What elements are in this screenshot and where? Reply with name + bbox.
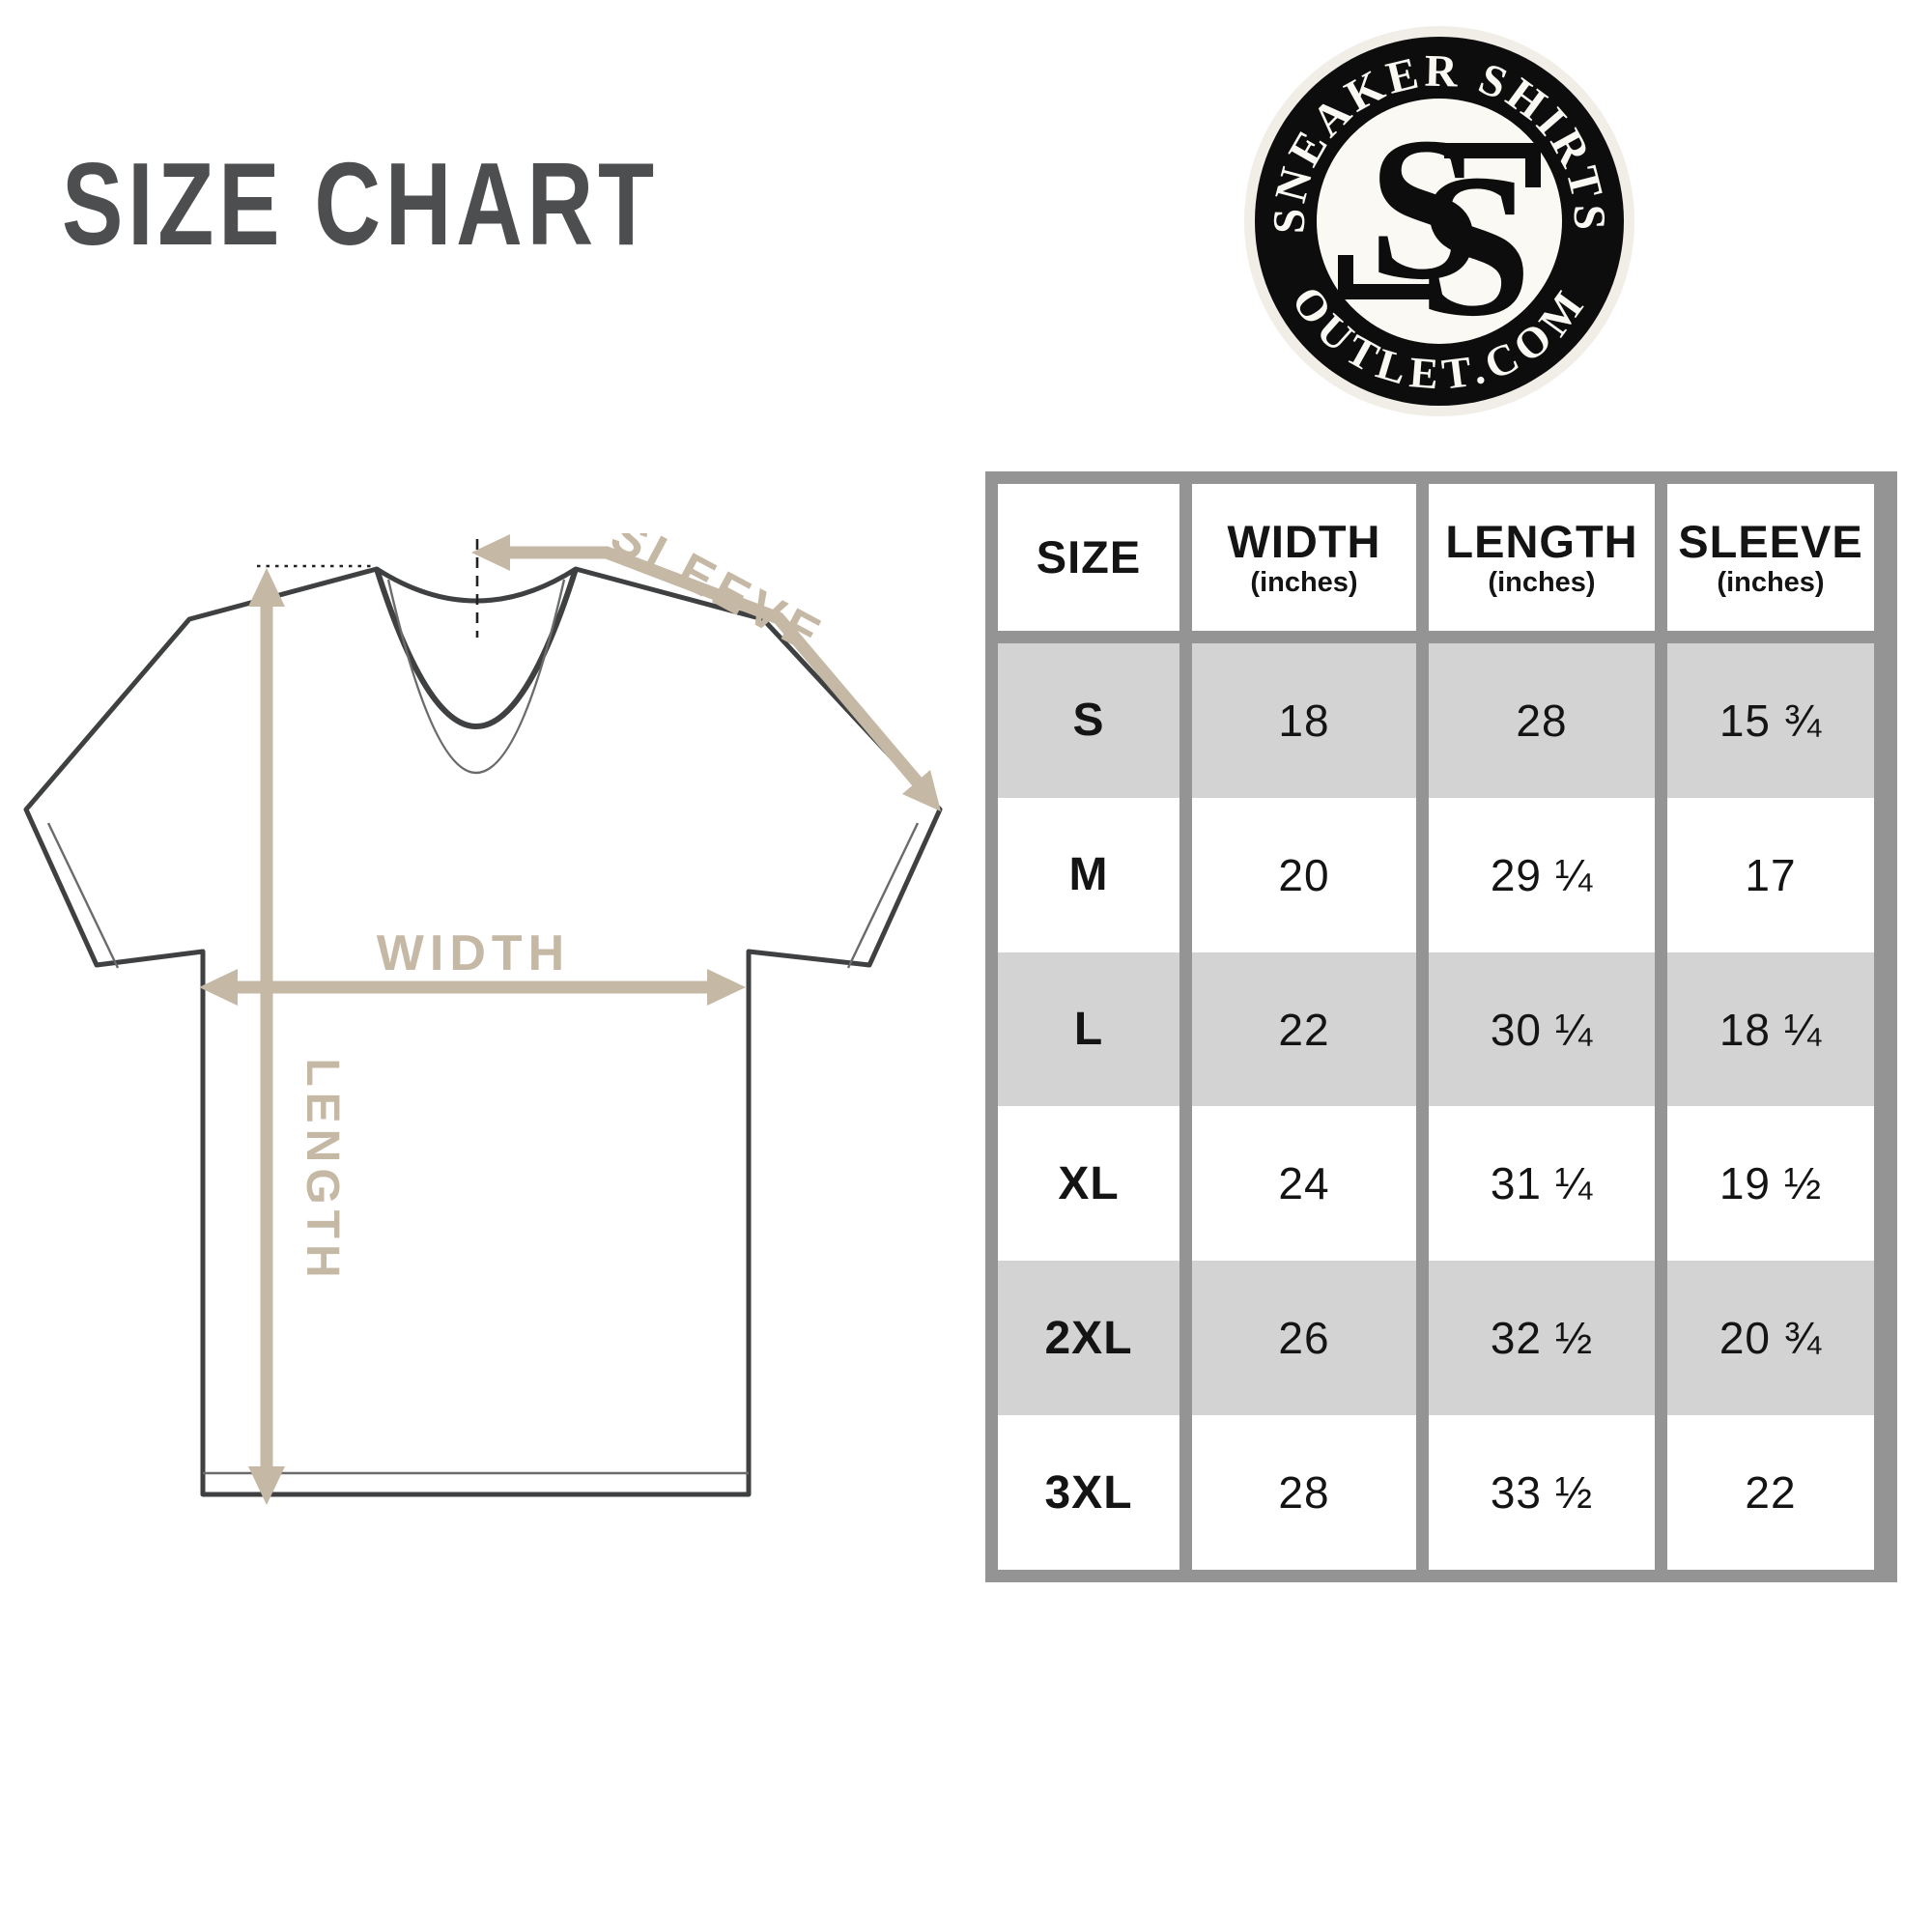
size-table: SIZE S M L XL 2XL 3XL WIDTH (inches) 18 …: [985, 471, 1897, 1582]
table-cell-width-l: 22: [1192, 952, 1416, 1107]
size-table-column-size: SIZE S M L XL 2XL 3XL: [998, 484, 1179, 1570]
brand-logo-badge: SNEAKER SHIRTS OUTLET.COM S S: [1244, 26, 1634, 416]
measure-arrows: [199, 534, 941, 1505]
page-title: SIZE CHART: [62, 138, 659, 270]
column-header-label: LENGTH: [1445, 515, 1638, 567]
table-cell-sleeve-xl: 19 ½: [1667, 1106, 1874, 1262]
table-cell-sleeve-2xl: 20 ¾: [1667, 1261, 1874, 1416]
sleeve-arrow: [498, 546, 923, 787]
column-header-label: WIDTH: [1227, 515, 1381, 567]
table-cell-size-s: S: [998, 643, 1179, 798]
table-cell-length-m: 29 ¼: [1429, 797, 1655, 952]
column-header-units: (inches): [1717, 566, 1825, 598]
column-header-sleeve: SLEEVE (inches): [1667, 484, 1874, 631]
table-cell-size-3xl: 3XL: [998, 1415, 1179, 1570]
column-header-units: (inches): [1250, 566, 1358, 598]
table-cell-size-2xl: 2XL: [998, 1261, 1179, 1416]
size-table-column-width: WIDTH (inches) 18 20 22 24 26 28: [1192, 484, 1416, 1570]
collar-band-line: [386, 579, 566, 774]
ss-monogram-icon: S S: [1338, 95, 1541, 358]
table-cell-width-2xl: 26: [1192, 1261, 1416, 1416]
table-cell-size-xl: XL: [998, 1106, 1179, 1262]
column-header-width: WIDTH (inches): [1192, 484, 1416, 631]
table-cell-size-m: M: [998, 797, 1179, 952]
table-cell-width-3xl: 28: [1192, 1415, 1416, 1570]
table-cell-width-m: 20: [1192, 797, 1416, 952]
monogram-letter-s2: S: [1418, 131, 1532, 358]
table-cell-sleeve-m: 17: [1667, 797, 1874, 952]
size-table-column-sleeve: SLEEVE (inches) 15 ¾ 17 18 ¼ 19 ½ 20 ¾ 2…: [1667, 484, 1874, 1570]
monogram-letter-s1: S: [1368, 95, 1482, 322]
badge-inner-circle: [1317, 99, 1562, 344]
right-sleeve-hem-line: [846, 822, 920, 969]
column-header-units: (inches): [1488, 566, 1596, 598]
length-label: LENGTH: [297, 1058, 348, 1283]
table-cell-length-l: 30 ¼: [1429, 952, 1655, 1107]
table-cell-sleeve-s: 15 ¾: [1667, 643, 1874, 798]
table-cell-sleeve-l: 18 ¼: [1667, 952, 1874, 1107]
tshirt-outline: [23, 566, 943, 1497]
measure-guides: [257, 539, 479, 638]
table-cell-length-xl: 31 ¼: [1429, 1106, 1655, 1262]
width-label: WIDTH: [377, 925, 570, 981]
table-cell-length-s: 28: [1429, 643, 1655, 798]
table-cell-sleeve-3xl: 22: [1667, 1415, 1874, 1570]
left-sleeve-hem-line: [46, 822, 120, 969]
table-cell-size-l: L: [998, 952, 1179, 1107]
size-table-column-length: LENGTH (inches) 28 29 ¼ 30 ¼ 31 ¼ 32 ½ 3…: [1429, 484, 1655, 1570]
column-header-size: SIZE: [998, 484, 1179, 631]
table-cell-length-3xl: 33 ½: [1429, 1415, 1655, 1570]
table-cell-width-xl: 24: [1192, 1106, 1416, 1262]
tshirt-diagram: WIDTH LENGTH SLEEVE: [23, 533, 943, 1505]
column-header-length: LENGTH (inches): [1429, 484, 1655, 631]
column-header-label: SLEEVE: [1678, 515, 1863, 567]
table-cell-width-s: 18: [1192, 643, 1416, 798]
column-header-label: SIZE: [1036, 531, 1142, 583]
table-cell-length-2xl: 32 ½: [1429, 1261, 1655, 1416]
